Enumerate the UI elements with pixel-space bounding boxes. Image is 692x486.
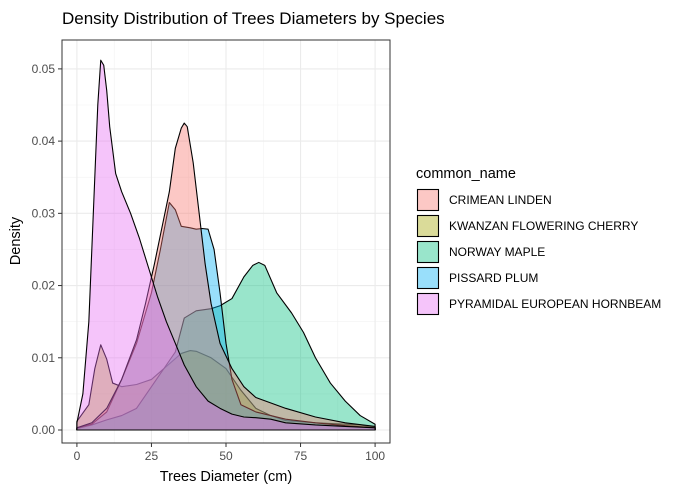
density-area-pissard-plum [76, 201, 376, 431]
legend-swatch [416, 240, 440, 264]
x-tick-label: 75 [294, 449, 308, 463]
y-tick-label: 0.04 [32, 134, 56, 148]
legend-key-bg [417, 241, 439, 263]
axis-ticks: 0 25 50 75 100 0.00 0.01 0.02 0.03 0.04 0.05 [32, 62, 386, 463]
legend: common_name CRIMEAN LINDEN KWANZAN FLOWER… [416, 166, 661, 316]
y-tick-label: 0.05 [32, 62, 56, 76]
legend-label: NORWAY MAPLE [449, 245, 545, 259]
legend-item: PYRAMIDAL EUROPEAN HORNBEAM [416, 292, 661, 316]
x-tick-label: 100 [365, 449, 385, 463]
x-tick-label: 25 [145, 449, 159, 463]
legend-key-bg [417, 189, 439, 211]
y-axis-title: Density [8, 216, 24, 265]
y-tick-label: 0.03 [32, 206, 56, 220]
density-area-pyramidal-european-hornbeam [76, 59, 376, 431]
y-tick-label: 0.01 [32, 351, 56, 365]
legend-label: PISSARD PLUM [449, 271, 538, 285]
legend-item: CRIMEAN LINDEN [416, 188, 552, 212]
density-area-kwanzan-flowering-cherry [76, 344, 376, 431]
legend-label: KWANZAN FLOWERING CHERRY [449, 219, 638, 233]
legend-key-bg [417, 267, 439, 289]
legend-item: NORWAY MAPLE [416, 240, 545, 264]
legend-swatch [416, 292, 440, 316]
legend-swatch [416, 266, 440, 290]
density-area-crimean-linden [76, 122, 376, 431]
x-tick-label: 50 [219, 449, 233, 463]
legend-key-bg [417, 293, 439, 315]
legend-swatch [416, 214, 440, 238]
legend-swatch [416, 188, 440, 212]
density-areas [76, 59, 376, 431]
legend-label: CRIMEAN LINDEN [449, 193, 552, 207]
legend-key-bg [417, 215, 439, 237]
x-tick-label: 0 [74, 449, 81, 463]
x-axis-title: Trees Diameter (cm) [160, 469, 292, 485]
legend-label: PYRAMIDAL EUROPEAN HORNBEAM [449, 297, 661, 311]
chart-title: Density Distribution of Trees Diameters … [62, 9, 445, 28]
legend-title: common_name [416, 166, 516, 182]
y-tick-label: 0.00 [32, 423, 56, 437]
legend-item: KWANZAN FLOWERING CHERRY [416, 214, 638, 238]
legend-item: PISSARD PLUM [416, 266, 538, 290]
y-tick-label: 0.02 [32, 279, 56, 293]
